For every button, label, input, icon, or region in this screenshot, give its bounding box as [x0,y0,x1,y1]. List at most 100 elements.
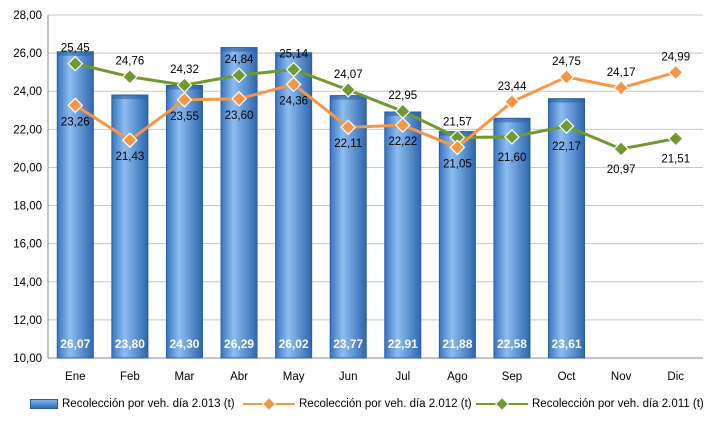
x-tick-label: Dic [667,371,684,383]
x-tick-label: Sep [502,371,522,383]
bar-2013 [438,131,476,359]
y-tick-label: 26,00 [13,48,42,60]
y-tick-label: 14,00 [13,277,42,289]
bar-2013-cap [548,98,585,103]
x-tick-label: Abr [230,371,248,383]
series-point [394,117,411,134]
x-tick-label: Ago [447,371,467,383]
series-point [340,81,357,98]
series-point [285,76,302,93]
y-tick-label: 28,00 [13,10,42,22]
series-point [231,67,247,84]
x-tick-label: Mar [175,371,195,383]
line-2012-value-label: 24,99 [661,51,690,63]
legend-swatch-line-orange [243,396,295,412]
bar-value-label: 26,02 [279,337,309,351]
series-point [67,97,84,114]
series-point [449,139,466,156]
legend-item-2013: Recolección por veh. día 2.013 (t) [30,398,235,410]
series-point [558,69,575,85]
series-point [613,80,630,96]
line-2011-value-label: 24,07 [334,69,363,81]
bar-2013 [275,52,313,359]
y-tick-label: 18,00 [13,201,42,213]
bar-2013 [493,117,531,359]
series-point [285,61,302,78]
line-2011-value-label: 22,17 [552,141,581,153]
series-point [667,64,684,81]
series-point [176,77,193,94]
line-2011-value-label: 25,45 [61,43,90,55]
legend-item-2011: Recolección por veh. día 2.011 (t) [476,396,704,412]
series-point [449,129,466,146]
bar-2013-cap [275,52,312,57]
bar-2013 [548,98,586,359]
x-tick-label: Nov [611,371,632,383]
line-2012-value-label: 24,75 [552,56,581,68]
line-2011-value-label: 22,95 [388,90,417,102]
bar-value-label: 23,80 [115,337,145,351]
bar-value-label: 22,58 [497,337,527,351]
series-point [394,103,411,120]
legend: Recolección por veh. día 2.013 (t) Recol… [0,393,716,419]
x-tick-label: Jul [395,371,410,383]
line-2012-value-label: 24,36 [279,95,308,107]
x-tick-label: Feb [120,371,140,383]
line-2012-value-label: 23,44 [498,81,527,93]
y-tick-label: 24,00 [13,86,42,98]
line-2011-value-label: 25,14 [279,48,308,60]
lines [67,55,684,157]
bars-2013 [56,47,586,359]
series-point [67,55,84,72]
line-2011-value-label: 21,60 [498,152,527,164]
series-line [74,70,677,149]
bar-value-label: 22,91 [388,337,418,351]
x-tick-label: May [283,371,305,383]
axes: 10,00 12,00 14,00 16,00 18,00 20,00 22,00 24,00… [13,10,684,383]
y-tick-label: 22,00 [13,124,42,136]
series-point [121,68,138,85]
x-tick-label: Oct [558,371,577,383]
y-tick-label: 12,00 [13,315,42,327]
x-tick-label: Ene [65,371,85,383]
series-point [558,118,575,135]
series-point [121,132,138,149]
legend-swatch-line-green [476,396,528,412]
bar-value-label: 26,07 [60,337,90,351]
series-point [613,141,630,157]
series-point [504,129,520,145]
series-point [340,119,357,136]
line-2011-value-label: 24,84 [225,54,254,66]
y-tick-label: 10,00 [13,353,42,365]
bar-2013-cap [111,95,148,100]
bar-value-label: 21,88 [442,337,472,351]
bar-value-label: 24,30 [169,337,199,351]
line-2012-value-label: 24,17 [607,67,636,79]
line-2011-value-label: 24,32 [170,64,199,76]
bar-2013-cap [221,47,258,52]
bar-value-label: 26,29 [224,337,254,351]
line-2012-value-label: 23,55 [170,111,199,123]
bar-value-label: 23,61 [552,337,582,351]
line-2011-value-label: 21,51 [661,154,690,166]
line-2012-value-label: 21,43 [115,151,144,163]
legend-item-2012: Recolección por veh. día 2.012 (t) [243,396,472,412]
line-2011-value-label: 24,76 [115,56,144,68]
legend-label-2013: Recolección por veh. día 2.013 (t) [62,398,235,410]
bar-2013 [384,111,422,359]
bar-2013 [165,85,203,359]
legend-label-2012: Recolección por veh. día 2.012 (t) [299,398,472,410]
line-2011-value-label: 21,57 [443,117,472,129]
legend-swatch-bar [30,399,58,409]
grid [48,14,703,359]
series-point [176,91,193,108]
line-2012-value-label: 22,11 [334,138,362,150]
series-line [74,62,676,151]
line-2012-value-label: 21,05 [443,158,472,170]
line-2012-value-label: 22,22 [388,136,417,148]
y-tick-label: 16,00 [13,239,42,251]
bar-value-label: 23,77 [333,337,363,351]
line-2012-value-label: 23,26 [61,116,90,128]
series-point [231,90,247,107]
